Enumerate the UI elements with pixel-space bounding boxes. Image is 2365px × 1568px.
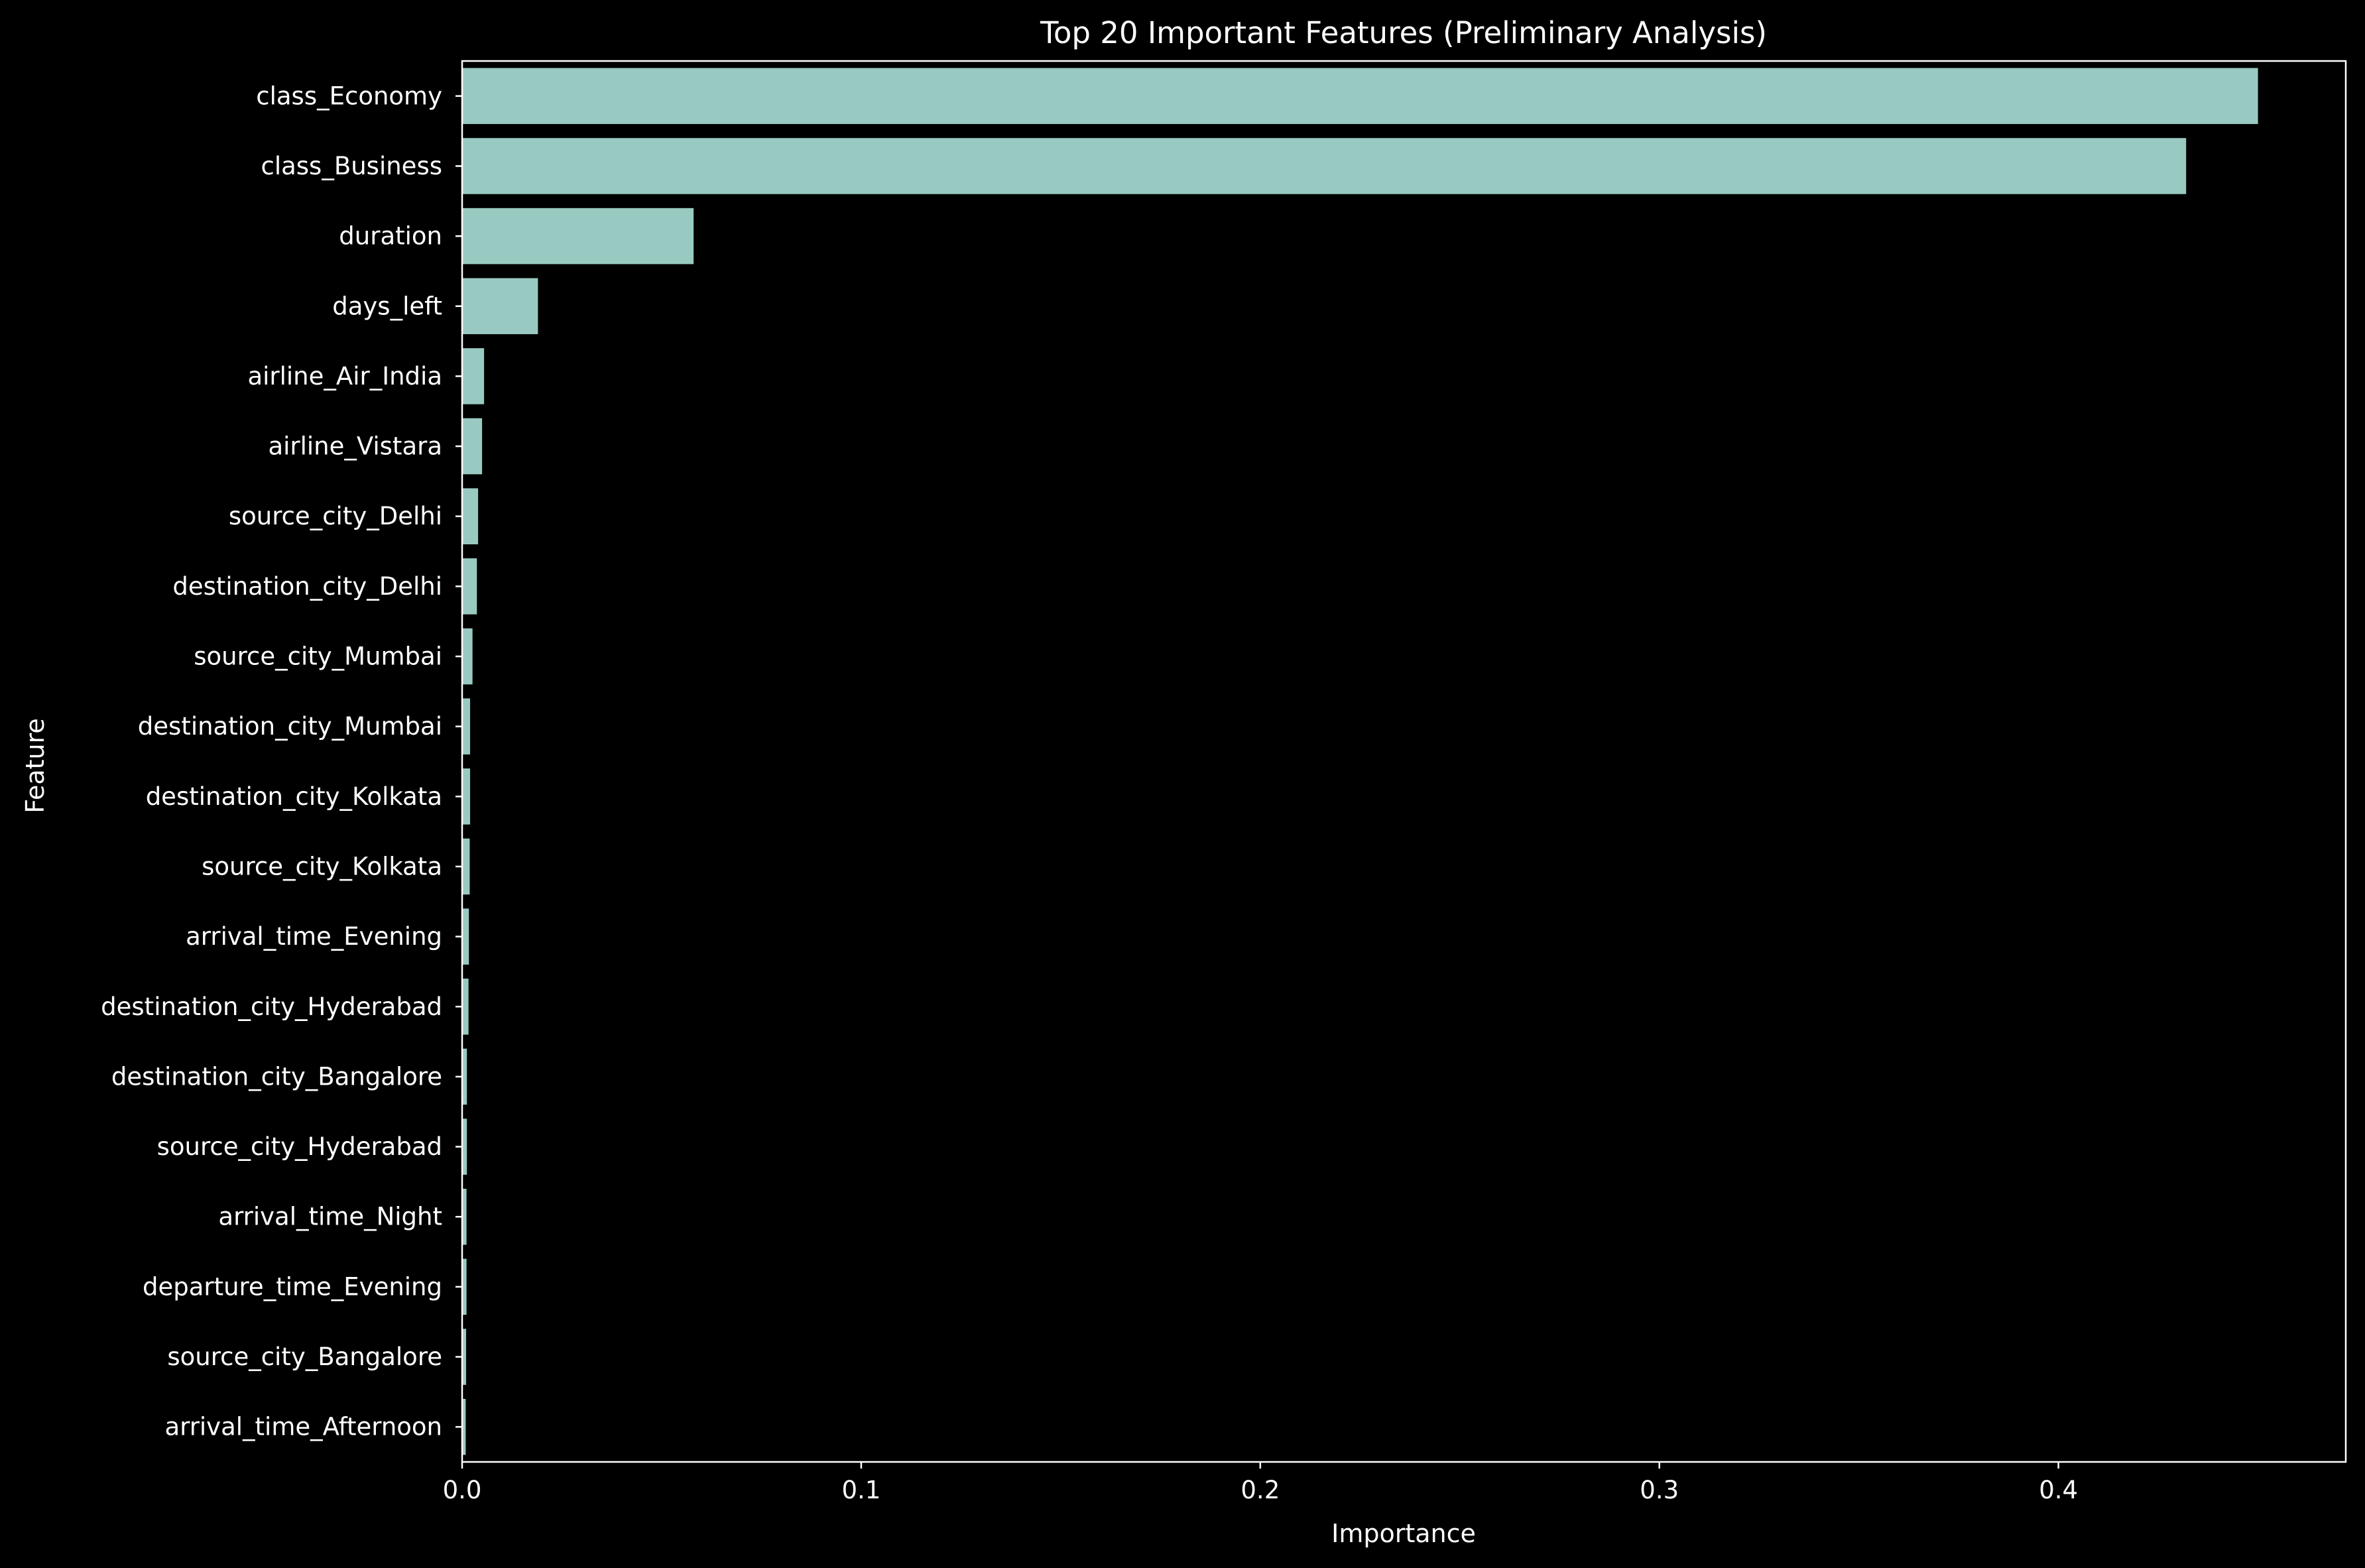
y-tick-label-airline-air-india: airline_Air_India [247, 362, 442, 391]
bar-destination-city-hyderabad [462, 979, 469, 1035]
bars-group [462, 68, 2258, 1455]
bar-destination-city-bangalore [462, 1048, 467, 1105]
y-tick-label-arrival-time-afternoon: arrival_time_Afternoon [164, 1413, 442, 1441]
y-tick-label-days-left: days_left [332, 292, 442, 320]
bar-days-left [462, 278, 538, 335]
bar-source-city-bangalore [462, 1329, 467, 1385]
x-tick-label: 0.2 [1241, 1476, 1280, 1504]
x-tick-label: 0.0 [443, 1476, 482, 1504]
bar-arrival-time-night [462, 1188, 467, 1245]
y-tick-label-airline-vistara: airline_Vistara [268, 432, 442, 461]
y-tick-label-source-city-hyderabad: source_city_Hyderabad [157, 1132, 442, 1161]
y-tick-label-class-economy: class_Economy [256, 82, 442, 110]
y-tick-label-source-city-bangalore: source_city_Bangalore [167, 1343, 442, 1371]
bar-destination-city-kolkata [462, 768, 471, 825]
bar-departure-time-evening [462, 1258, 467, 1315]
y-tick-label-arrival-time-evening: arrival_time_Evening [186, 922, 442, 951]
y-tick-label-destination-city-mumbai: destination_city_Mumbai [138, 712, 442, 741]
y-tick-label-source-city-kolkata: source_city_Kolkata [202, 852, 442, 880]
y-tick-label-destination-city-delhi: destination_city_Delhi [172, 572, 442, 601]
bar-source-city-hyderabad [462, 1118, 467, 1175]
y-tick-label-class-business: class_Business [261, 152, 442, 180]
x-tick-label: 0.1 [841, 1476, 880, 1504]
y-tick-label-destination-city-bangalore: destination_city_Bangalore [111, 1062, 442, 1091]
bar-duration [462, 208, 694, 265]
bar-arrival-time-afternoon [462, 1398, 466, 1455]
x-axis-ticks: 0.0 0.1 0.2 0.3 0.4 [443, 1462, 2078, 1504]
bar-source-city-kolkata [462, 838, 470, 895]
bar-airline-vistara [462, 418, 483, 475]
x-tick-label: 0.4 [2039, 1476, 2078, 1504]
bar-arrival-time-evening [462, 908, 469, 965]
bar-source-city-delhi [462, 488, 479, 544]
bar-destination-city-mumbai [462, 698, 471, 754]
y-tick-label-departure-time-evening: departure_time_Evening [143, 1272, 442, 1301]
bar-class-business [462, 138, 2187, 194]
y-tick-label-duration: duration [339, 222, 442, 251]
y-axis-ticks: class_Economy class_Business duration days_… [101, 82, 462, 1441]
bar-destination-city-delhi [462, 558, 477, 615]
bar-airline-air-india [462, 348, 485, 404]
chart-title: Top 20 Important Features (Preliminary A… [1040, 15, 1767, 50]
plot-frame [461, 60, 2347, 1463]
bar-source-city-mumbai [462, 628, 473, 685]
y-tick-label-destination-city-hyderabad: destination_city_Hyderabad [101, 993, 442, 1021]
y-tick-label-source-city-delhi: source_city_Delhi [229, 502, 442, 530]
bar-class-economy [462, 68, 2258, 125]
y-tick-label-arrival-time-night: arrival_time_Night [218, 1203, 442, 1231]
y-tick-label-destination-city-kolkata: destination_city_Kolkata [146, 782, 442, 811]
x-axis-label: Importance [1331, 1519, 1476, 1548]
x-tick-label: 0.3 [1640, 1476, 1679, 1504]
y-tick-label-source-city-mumbai: source_city_Mumbai [194, 642, 442, 671]
y-axis-label: Feature [21, 718, 50, 814]
